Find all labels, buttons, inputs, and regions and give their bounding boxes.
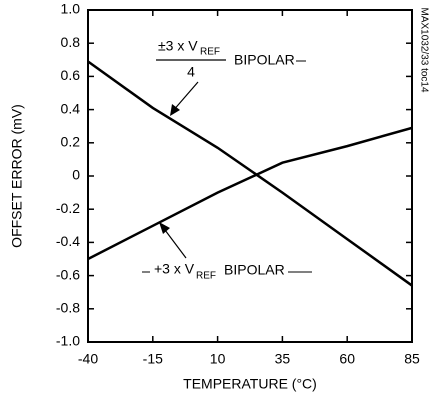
x-tick-label: -40 <box>78 351 98 367</box>
y-tick-label: 0.8 <box>61 34 81 50</box>
annotation-suffix: BIPOLAR <box>224 262 285 278</box>
annotation-denominator: 4 <box>187 64 195 80</box>
y-tick-label: 0.4 <box>61 100 81 116</box>
data-line <box>87 60 413 287</box>
x-tick-label: 10 <box>210 351 226 367</box>
y-axis-label: OFFSET ERROR (mV) <box>9 104 25 248</box>
x-tick-label: 60 <box>339 351 355 367</box>
data-line <box>87 126 413 261</box>
arrow-head <box>159 222 170 234</box>
arrow <box>171 81 199 113</box>
annotation-sub: REF <box>200 47 220 58</box>
y-tick-label: 0.2 <box>61 134 81 150</box>
annotation-text: +3 x V <box>154 261 195 277</box>
annotation-text: ±3 x V <box>158 38 198 54</box>
x-axis-label: TEMPERATURE (°C) <box>183 376 317 392</box>
figure-id: MAX1032/33 toc14 <box>418 7 429 92</box>
annotation-sub: REF <box>196 271 216 282</box>
x-tick-label: 85 <box>404 351 420 367</box>
y-tick-label: 0.6 <box>61 67 81 83</box>
y-tick-label: -0.4 <box>56 233 80 249</box>
y-tick-label: -0.6 <box>56 266 80 282</box>
y-tick-label: -0.2 <box>56 200 80 216</box>
y-tick-label: -0.8 <box>56 300 80 316</box>
y-tick-label: 0 <box>72 167 80 183</box>
y-tick-label: 1.0 <box>61 1 81 17</box>
y-tick-label: -1.0 <box>56 333 80 349</box>
annotation-suffix: BIPOLAR <box>234 52 295 68</box>
arrow-head <box>170 104 180 116</box>
x-tick-label: -15 <box>143 351 163 367</box>
x-tick-label: 35 <box>275 351 291 367</box>
